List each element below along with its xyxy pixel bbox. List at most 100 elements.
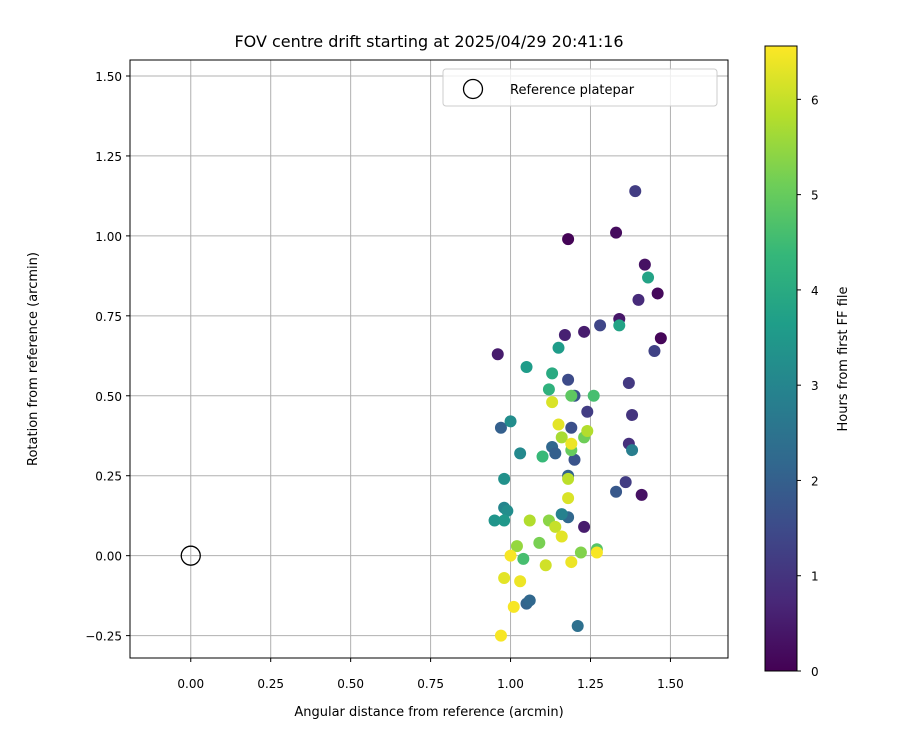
colorbar-tick-label: 5 bbox=[811, 189, 819, 203]
data-point bbox=[501, 504, 514, 517]
data-point bbox=[651, 287, 664, 300]
data-point bbox=[523, 594, 536, 607]
data-point bbox=[619, 476, 632, 489]
x-tick-label: 0.75 bbox=[417, 677, 444, 691]
plot-area: 0.00 0.25 0.50 0.75 1.00 1.25 1.50 −0.250.000.… bbox=[85, 59, 729, 691]
y-axis-label: Rotation from reference (arcmin) bbox=[26, 252, 41, 466]
data-point bbox=[488, 514, 501, 527]
data-point bbox=[626, 444, 639, 457]
colorbar-tick-label: 2 bbox=[811, 474, 819, 488]
y-tick-label: 1.50 bbox=[95, 70, 122, 84]
data-point bbox=[571, 620, 584, 633]
y-tick-label: −0.25 bbox=[85, 630, 122, 644]
data-point bbox=[626, 408, 639, 421]
x-tick-label: 0.25 bbox=[257, 677, 284, 691]
data-point bbox=[565, 421, 578, 434]
data-point bbox=[562, 492, 575, 505]
data-point bbox=[654, 332, 667, 345]
data-point bbox=[539, 559, 552, 572]
data-point bbox=[574, 546, 587, 559]
data-point bbox=[546, 396, 559, 409]
data-point bbox=[517, 552, 530, 565]
data-point bbox=[610, 485, 623, 498]
data-point bbox=[635, 488, 648, 501]
y-tick-label: 1.00 bbox=[95, 230, 122, 244]
data-point bbox=[648, 345, 661, 358]
y-tick-label: 1.25 bbox=[95, 150, 122, 164]
data-point bbox=[504, 415, 517, 428]
data-point bbox=[642, 271, 655, 284]
data-point bbox=[610, 226, 623, 239]
data-point bbox=[581, 424, 594, 437]
data-point bbox=[542, 383, 555, 396]
x-axis-ticks: 0.00 0.25 0.50 0.75 1.00 1.25 1.50 bbox=[177, 658, 684, 691]
legend-box bbox=[442, 68, 718, 107]
data-point bbox=[514, 447, 527, 460]
colorbar-label: Hours from first FF file bbox=[836, 286, 851, 431]
legend-marker-icon bbox=[462, 78, 484, 100]
data-point bbox=[558, 329, 571, 342]
data-point bbox=[590, 546, 603, 559]
y-tick-label: 0.75 bbox=[95, 310, 122, 324]
plot-frame bbox=[129, 59, 729, 659]
scatter-points bbox=[488, 185, 667, 642]
data-point bbox=[552, 418, 565, 431]
data-point bbox=[494, 421, 507, 434]
data-point bbox=[491, 348, 504, 361]
colorbar-ticks: 0 1 2 3 4 5 6 bbox=[797, 93, 819, 679]
data-point bbox=[555, 508, 568, 521]
colorbar-tick-label: 0 bbox=[811, 665, 819, 679]
data-point bbox=[565, 556, 578, 569]
data-point bbox=[546, 367, 559, 380]
colorbar-tick-label: 6 bbox=[811, 93, 819, 107]
colorbar-gradient bbox=[764, 45, 798, 672]
colorbar-tick-label: 3 bbox=[811, 379, 819, 393]
data-point bbox=[587, 389, 600, 402]
data-point bbox=[568, 453, 581, 466]
colorbar-tick-label: 1 bbox=[811, 570, 819, 584]
chart-title: FOV centre drift starting at 2025/04/29 … bbox=[234, 32, 623, 51]
y-axis-ticks: −0.25 0.00 0.25 0.50 0.75 1.00 1.25 1.50 bbox=[85, 70, 130, 644]
grid-lines bbox=[130, 60, 728, 658]
data-point bbox=[562, 373, 575, 386]
data-point bbox=[638, 258, 651, 271]
data-point bbox=[562, 472, 575, 485]
x-tick-label: 1.25 bbox=[577, 677, 604, 691]
y-tick-label: 0.50 bbox=[95, 390, 122, 404]
data-point bbox=[578, 520, 591, 533]
x-tick-label: 0.00 bbox=[177, 677, 204, 691]
reference-platepar-marker bbox=[180, 545, 201, 566]
data-point bbox=[514, 575, 527, 588]
data-point bbox=[498, 572, 511, 585]
legend: Reference platepar bbox=[442, 68, 718, 107]
data-point bbox=[562, 233, 575, 246]
data-point bbox=[549, 520, 562, 533]
x-axis-label: Angular distance from reference (arcmin) bbox=[294, 705, 563, 720]
data-point bbox=[498, 514, 511, 527]
data-point bbox=[622, 376, 635, 389]
data-point bbox=[565, 389, 578, 402]
data-point bbox=[523, 514, 536, 527]
data-point bbox=[594, 319, 607, 332]
data-point bbox=[510, 540, 523, 553]
data-point bbox=[533, 536, 546, 549]
x-tick-label: 1.00 bbox=[497, 677, 524, 691]
data-point bbox=[520, 360, 533, 373]
data-point bbox=[578, 325, 591, 338]
colorbar-tick-label: 4 bbox=[811, 284, 819, 298]
y-tick-label: 0.25 bbox=[95, 470, 122, 484]
x-tick-label: 1.50 bbox=[657, 677, 684, 691]
colorbar: 0 1 2 3 4 5 6 Hours from first FF file bbox=[764, 45, 851, 679]
legend-label-reference: Reference platepar bbox=[510, 83, 635, 98]
data-point bbox=[494, 629, 507, 642]
plot-background bbox=[130, 60, 728, 658]
data-point bbox=[629, 185, 642, 198]
data-point bbox=[552, 341, 565, 354]
data-point bbox=[504, 549, 517, 562]
data-point bbox=[632, 293, 645, 306]
data-point bbox=[555, 530, 568, 543]
data-point bbox=[498, 472, 511, 485]
data-point bbox=[549, 447, 562, 460]
data-point bbox=[565, 437, 578, 450]
